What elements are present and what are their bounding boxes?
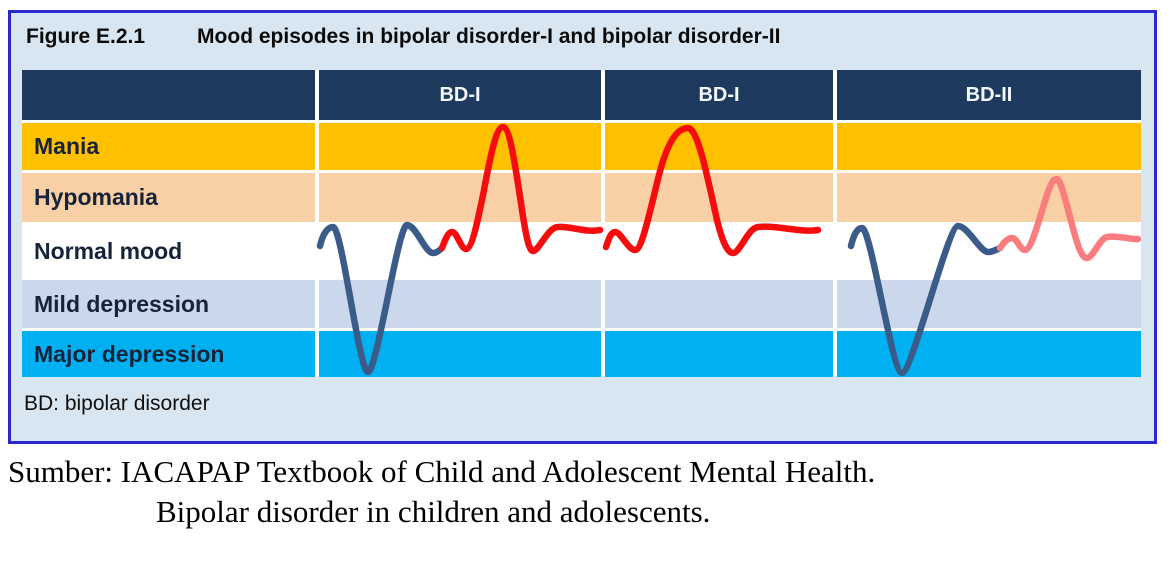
band-cell-major-depression [837, 331, 1141, 377]
band-cell-normal-mood [605, 225, 833, 277]
figure-footnote: BD: bipolar disorder [24, 392, 210, 415]
band-cell-hypomania [605, 173, 833, 222]
band-cell-major-depression [319, 331, 601, 377]
figure-label: Figure E.2.1 [26, 25, 146, 48]
row-label-hypomania: Hypomania [22, 173, 315, 222]
band-cell-normal-mood [837, 225, 1141, 277]
header-cell-empty [22, 70, 315, 120]
source-caption: Sumber: IACAPAP Textbook of Child and Ad… [8, 452, 1163, 532]
row-label-mild-depression: Mild depression [22, 280, 315, 328]
row-label-normal-mood: Normal mood [22, 225, 315, 277]
figure-title: Figure E.2.1 Mood episodes in bipolar di… [26, 25, 780, 49]
mood-table: BD-I BD-I BD-II Mania Hypomania Normal m… [22, 70, 1141, 377]
band-cell-hypomania [837, 173, 1141, 222]
band-cell-major-depression [605, 331, 833, 377]
band-cell-hypomania [319, 173, 601, 222]
header-cell-bd1-second: BD-I [605, 70, 833, 120]
figure-title-text: Mood episodes in bipolar disorder-I and … [197, 25, 781, 48]
band-cell-mild-depression [837, 280, 1141, 328]
row-label-mania: Mania [22, 123, 315, 170]
band-cell-mania [319, 123, 601, 170]
row-label-major-depression: Major depression [22, 331, 315, 377]
band-cell-mania [605, 123, 833, 170]
band-cell-mild-depression [605, 280, 833, 328]
header-cell-bd2: BD-II [837, 70, 1141, 120]
caption-line1: Sumber: IACAPAP Textbook of Child and Ad… [8, 454, 876, 489]
band-cell-mania [837, 123, 1141, 170]
caption-line2: Bipolar disorder in children and adolesc… [156, 494, 711, 529]
band-cell-normal-mood [319, 225, 601, 277]
header-cell-bd1-first: BD-I [319, 70, 601, 120]
band-cell-mild-depression [319, 280, 601, 328]
